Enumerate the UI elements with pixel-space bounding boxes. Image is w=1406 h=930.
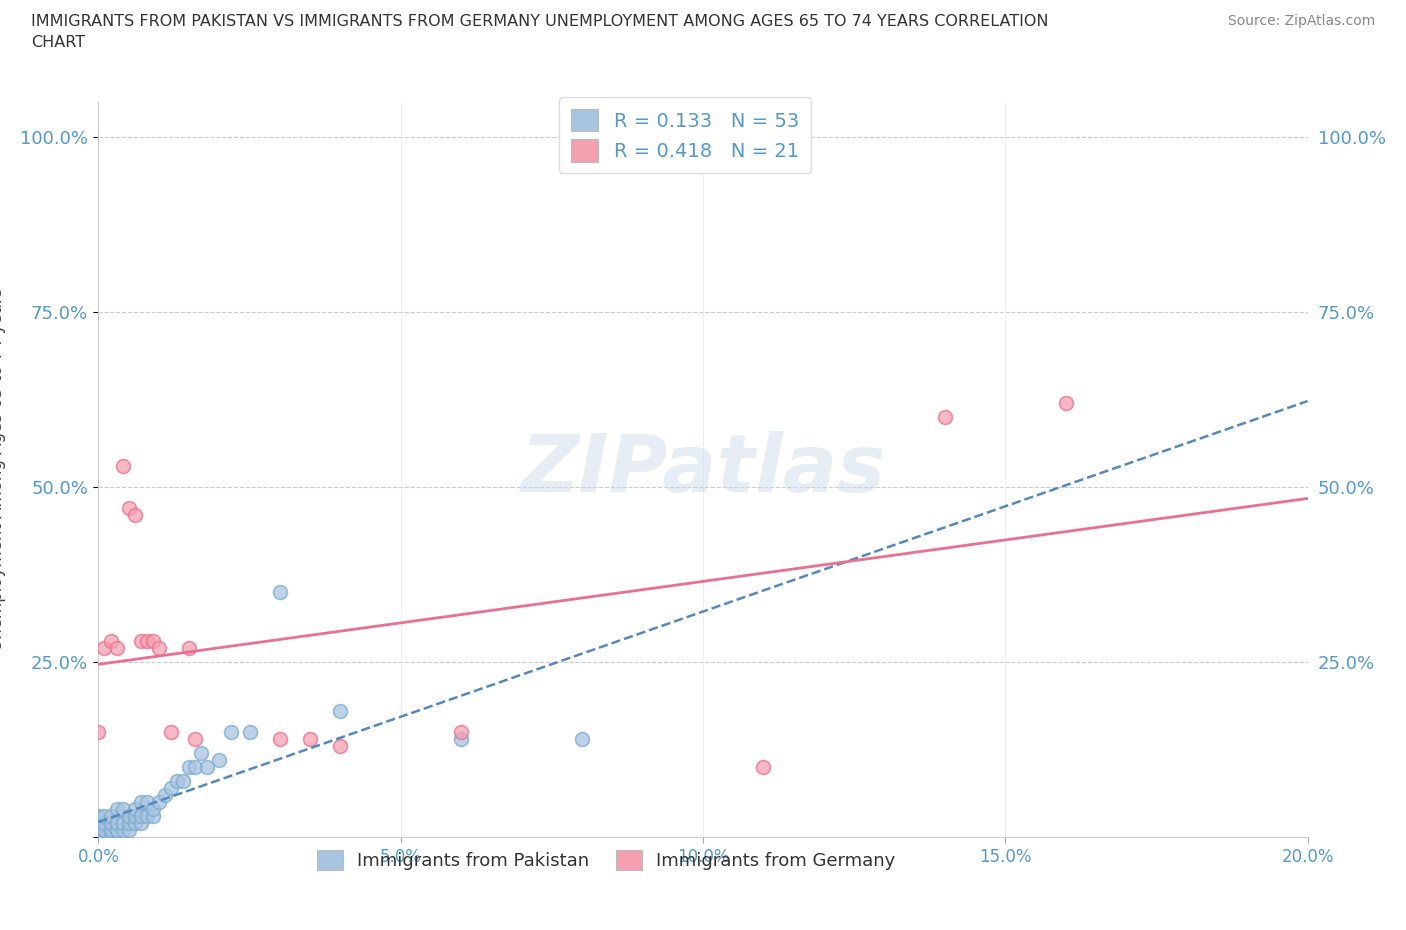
- Point: [148, 641, 170, 656]
- Point: [87, 724, 110, 739]
- Point: [100, 830, 122, 844]
- Point: [135, 808, 157, 823]
- Point: [142, 808, 165, 823]
- Point: [87, 816, 110, 830]
- Point: [87, 822, 110, 837]
- Point: [100, 808, 122, 823]
- Text: IMMIGRANTS FROM PAKISTAN VS IMMIGRANTS FROM GERMANY UNEMPLOYMENT AMONG AGES 65 T: IMMIGRANTS FROM PAKISTAN VS IMMIGRANTS F…: [31, 14, 1049, 29]
- Point: [934, 410, 956, 425]
- Point: [124, 816, 146, 830]
- Point: [93, 822, 115, 837]
- Point: [118, 822, 141, 837]
- Point: [118, 808, 141, 823]
- Legend: Immigrants from Pakistan, Immigrants from Germany: Immigrants from Pakistan, Immigrants fro…: [308, 841, 904, 880]
- Point: [329, 738, 352, 753]
- Point: [135, 633, 157, 648]
- Point: [118, 816, 141, 830]
- Point: [87, 822, 110, 837]
- Point: [450, 732, 472, 747]
- Point: [118, 500, 141, 515]
- Point: [221, 724, 243, 739]
- Point: [100, 633, 122, 648]
- Point: [111, 802, 134, 817]
- Point: [166, 774, 188, 789]
- Point: [148, 794, 170, 809]
- Point: [195, 760, 218, 775]
- Point: [129, 794, 152, 809]
- Point: [153, 788, 176, 803]
- Point: [93, 808, 115, 823]
- Point: [111, 458, 134, 473]
- Point: [1054, 396, 1077, 411]
- Point: [752, 760, 775, 775]
- Point: [100, 822, 122, 837]
- Text: Source: ZipAtlas.com: Source: ZipAtlas.com: [1227, 14, 1375, 28]
- Y-axis label: Unemployment Among Ages 65 to 74 years: Unemployment Among Ages 65 to 74 years: [0, 288, 6, 651]
- Point: [329, 704, 352, 719]
- Point: [105, 641, 128, 656]
- Point: [184, 760, 207, 775]
- Point: [100, 816, 122, 830]
- Point: [93, 641, 115, 656]
- Point: [160, 724, 183, 739]
- Point: [93, 822, 115, 837]
- Point: [142, 633, 165, 648]
- Point: [190, 746, 212, 761]
- Point: [450, 724, 472, 739]
- Text: CHART: CHART: [31, 35, 84, 50]
- Point: [160, 780, 183, 795]
- Point: [105, 822, 128, 837]
- Point: [129, 816, 152, 830]
- Point: [142, 802, 165, 817]
- Point: [105, 822, 128, 837]
- Point: [129, 633, 152, 648]
- Point: [93, 830, 115, 844]
- Point: [135, 794, 157, 809]
- Point: [105, 802, 128, 817]
- Point: [184, 732, 207, 747]
- Point: [172, 774, 194, 789]
- Point: [124, 508, 146, 523]
- Point: [87, 830, 110, 844]
- Point: [179, 641, 201, 656]
- Point: [299, 732, 322, 747]
- Point: [571, 732, 593, 747]
- Point: [269, 732, 291, 747]
- Point: [105, 816, 128, 830]
- Point: [87, 830, 110, 844]
- Point: [124, 802, 146, 817]
- Point: [93, 830, 115, 844]
- Point: [111, 822, 134, 837]
- Point: [239, 724, 262, 739]
- Point: [179, 760, 201, 775]
- Point: [93, 816, 115, 830]
- Point: [124, 808, 146, 823]
- Point: [87, 830, 110, 844]
- Point: [87, 808, 110, 823]
- Text: ZIPatlas: ZIPatlas: [520, 431, 886, 509]
- Point: [269, 585, 291, 600]
- Point: [111, 816, 134, 830]
- Point: [208, 752, 231, 767]
- Point: [129, 808, 152, 823]
